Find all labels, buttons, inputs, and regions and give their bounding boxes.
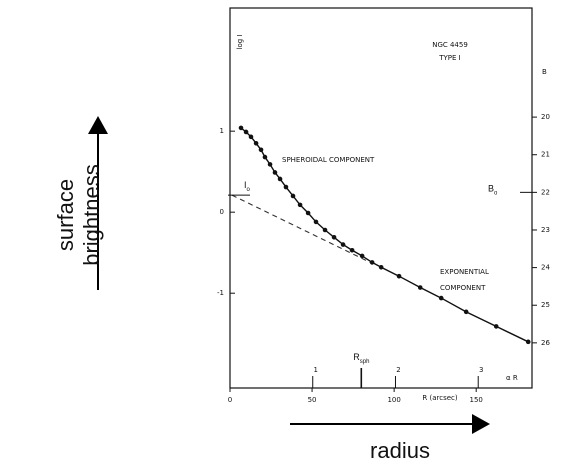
data-point: [243, 129, 249, 135]
data-point: [248, 134, 254, 140]
chart-title: NGC 4459: [432, 41, 468, 49]
y-tick-label: -1: [217, 289, 224, 297]
b0-label-sub: o: [494, 190, 498, 196]
y-axis-label: log I: [236, 35, 244, 50]
y2-tick-label: 21: [541, 151, 550, 159]
y2-tick-label: 23: [541, 226, 550, 234]
y-tick-label: 1: [220, 127, 224, 135]
x2-tick-label: 2: [396, 366, 400, 374]
x-tick-label: 100: [387, 396, 400, 404]
data-point: [258, 147, 264, 153]
y-tick-label: 0: [220, 208, 224, 216]
b0-label-main: B: [488, 184, 494, 194]
data-point: [396, 273, 402, 279]
x-tick-label: 150: [470, 396, 483, 404]
x-axis-label: R (arcsec): [422, 394, 457, 402]
data-point: [463, 309, 469, 315]
i0-label-sub: o: [247, 187, 251, 193]
data-point: [272, 170, 278, 175]
y2-tick-label: 24: [541, 264, 550, 272]
page-ylabel: brightness: [79, 164, 104, 266]
chart-subtitle: TYPE I: [438, 54, 461, 62]
data-point: [283, 184, 289, 190]
data-point: [349, 247, 355, 253]
data-point: [305, 210, 311, 216]
data-point: [262, 154, 268, 160]
page-xlabel: radius: [370, 438, 430, 463]
x-tick-label: 0: [228, 396, 232, 404]
b0-label: Bo: [488, 184, 498, 196]
i0-label: Io: [244, 181, 251, 193]
annotation: SPHEROIDAL COMPONENT: [282, 156, 375, 164]
series-line: [231, 194, 371, 263]
data-point: [438, 295, 444, 301]
y2-tick-label: 26: [541, 339, 550, 347]
rsph-label-main: R: [353, 352, 360, 362]
data-point: [378, 264, 384, 270]
data-point: [340, 242, 346, 247]
y2-tick-label: 20: [541, 113, 550, 121]
annotation: EXPONENTIAL: [440, 268, 489, 276]
data-point: [277, 176, 283, 182]
data-point: [290, 193, 296, 199]
data-point: [369, 260, 375, 265]
data-point: [359, 253, 365, 259]
y2-tick-label: 25: [541, 301, 550, 309]
data-point: [525, 339, 531, 345]
i0-label-main: I: [244, 181, 247, 191]
y2-tick-label: 22: [541, 188, 550, 196]
plot-frame: [229, 7, 533, 389]
page-ylabel: surface: [53, 179, 78, 251]
x2-tick-label: 1: [314, 366, 318, 374]
rsph-label: Rsph: [353, 352, 369, 364]
annotation: COMPONENT: [440, 284, 486, 292]
rsph-label-sub: sph: [360, 359, 370, 365]
data-point: [267, 162, 273, 167]
data-point: [331, 234, 337, 240]
data-point: [417, 285, 423, 290]
data-point: [322, 227, 328, 233]
data-point: [493, 324, 499, 329]
data-point: [313, 219, 319, 225]
data-point: [238, 125, 244, 131]
data-point: [253, 141, 259, 146]
y2-axis-label: B: [542, 68, 547, 76]
x2-axis-label: α R: [506, 374, 518, 382]
x2-tick-label: 3: [479, 366, 483, 374]
data-point: [297, 202, 303, 208]
x-tick-label: 50: [308, 396, 317, 404]
